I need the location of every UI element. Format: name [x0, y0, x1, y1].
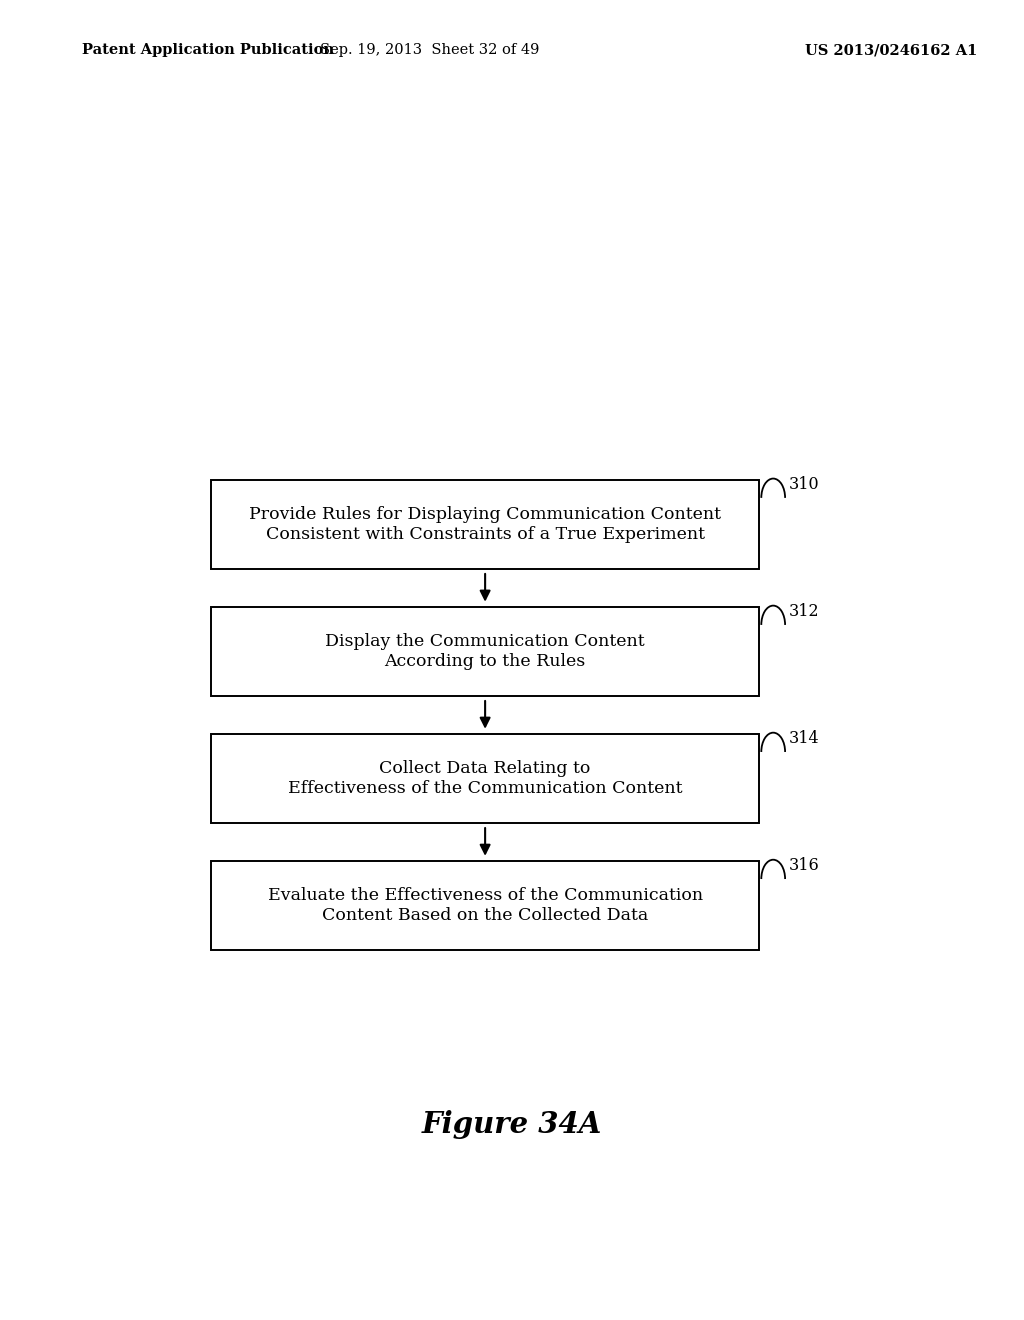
Text: 310: 310: [790, 475, 819, 492]
Text: Collect Data Relating to
Effectiveness of the Communication Content: Collect Data Relating to Effectiveness o…: [288, 760, 682, 797]
Text: Evaluate the Effectiveness of the Communication
Content Based on the Collected D: Evaluate the Effectiveness of the Commun…: [267, 887, 702, 924]
Text: Figure 34A: Figure 34A: [422, 1110, 602, 1139]
FancyBboxPatch shape: [211, 607, 759, 696]
Text: Sep. 19, 2013  Sheet 32 of 49: Sep. 19, 2013 Sheet 32 of 49: [321, 44, 540, 57]
Text: Patent Application Publication: Patent Application Publication: [82, 44, 334, 57]
Text: Provide Rules for Displaying Communication Content
Consistent with Constraints o: Provide Rules for Displaying Communicati…: [249, 506, 721, 543]
Text: 316: 316: [790, 857, 820, 874]
FancyBboxPatch shape: [211, 479, 759, 569]
Text: US 2013/0246162 A1: US 2013/0246162 A1: [805, 44, 977, 57]
FancyBboxPatch shape: [211, 734, 759, 824]
Text: 312: 312: [790, 602, 819, 619]
Text: 314: 314: [790, 730, 819, 747]
FancyBboxPatch shape: [211, 861, 759, 950]
Text: Display the Communication Content
According to the Rules: Display the Communication Content Accord…: [326, 634, 645, 669]
